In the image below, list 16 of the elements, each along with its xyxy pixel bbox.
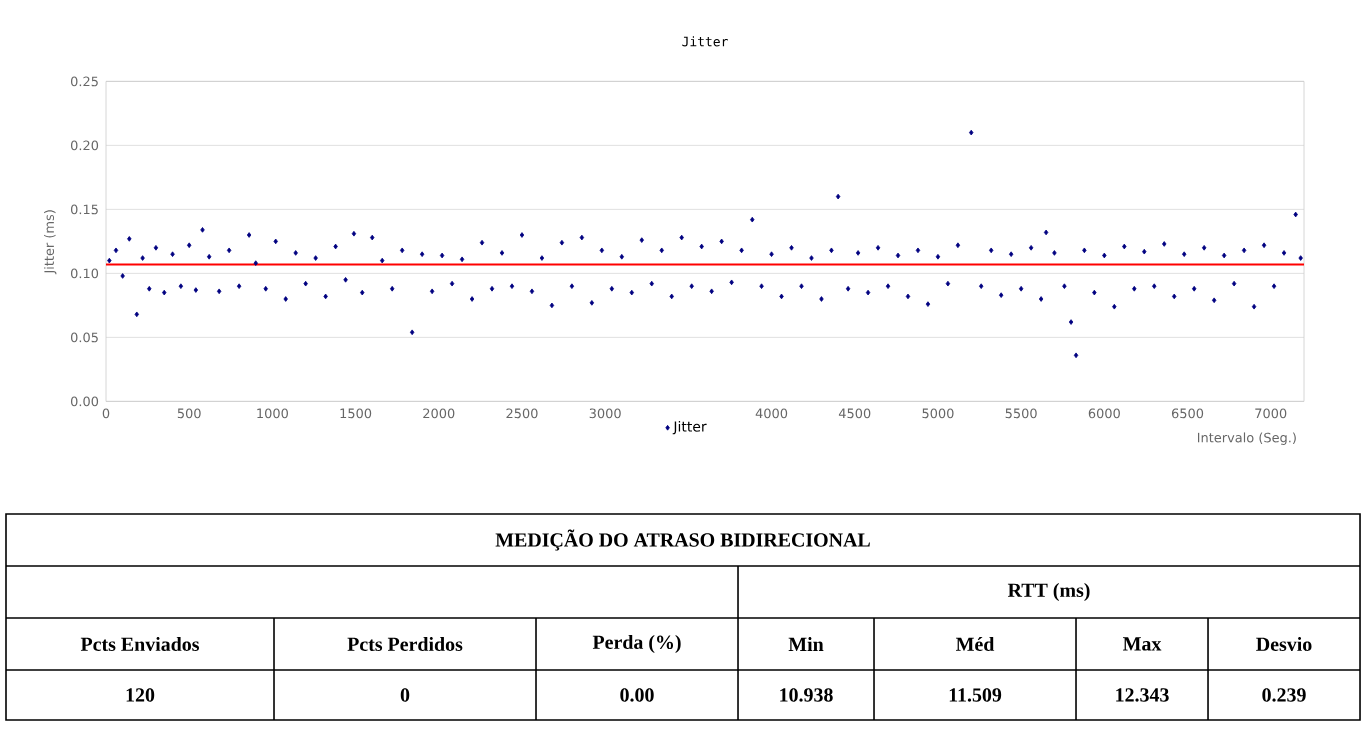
text: Pcts Perdidos xyxy=(347,636,463,651)
text: Min xyxy=(788,637,824,651)
text: 10.938 xyxy=(780,688,833,702)
text: 11.509 xyxy=(949,688,1002,702)
text: Pcts Enviados xyxy=(80,636,200,651)
text: Perda (%) xyxy=(592,634,681,654)
text: 0.00 xyxy=(620,688,654,702)
text: RTT (ms) xyxy=(1007,582,1090,602)
text: 12.343 xyxy=(1116,688,1169,702)
text: 0 xyxy=(400,688,410,702)
text: 120 xyxy=(126,688,155,702)
text: 0.239 xyxy=(1262,688,1306,702)
text: Max xyxy=(1123,637,1162,651)
text: MEDIÇÃO DO ATRASO BIDIRECIONAL xyxy=(495,529,870,551)
text: Méd xyxy=(955,636,995,652)
text: Desvio xyxy=(1256,636,1312,651)
